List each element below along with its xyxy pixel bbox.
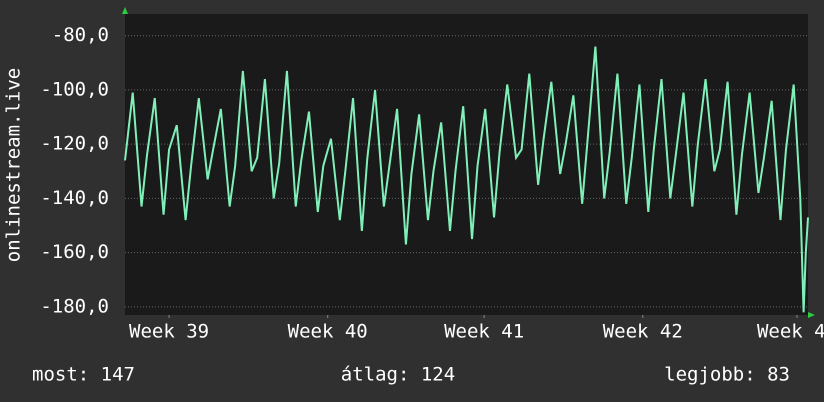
x-tick-label: Week 43 bbox=[757, 321, 824, 343]
y-tick-label: -100,0 bbox=[40, 78, 109, 100]
y-tick-label: -80,0 bbox=[52, 24, 109, 46]
axis-arrow bbox=[808, 312, 815, 318]
y-axis-label: onlinestream.live bbox=[3, 68, 25, 262]
x-tick-label: Week 39 bbox=[129, 321, 209, 343]
y-tick-label: -180,0 bbox=[40, 295, 109, 317]
y-tick-label: -160,0 bbox=[40, 241, 109, 263]
y-tick-label: -120,0 bbox=[40, 133, 109, 155]
stat-best: legjobb: 83 bbox=[664, 364, 790, 386]
x-tick-label: Week 41 bbox=[444, 321, 524, 343]
stat-average: átlag: 124 bbox=[341, 364, 455, 386]
y-tick-label: -140,0 bbox=[40, 187, 109, 209]
line-series bbox=[124, 46, 809, 313]
stat-current: most: 147 bbox=[32, 364, 135, 386]
x-tick-label: Week 40 bbox=[288, 321, 368, 343]
x-tick-label: Week 42 bbox=[603, 321, 683, 343]
axis-arrow bbox=[122, 7, 128, 14]
